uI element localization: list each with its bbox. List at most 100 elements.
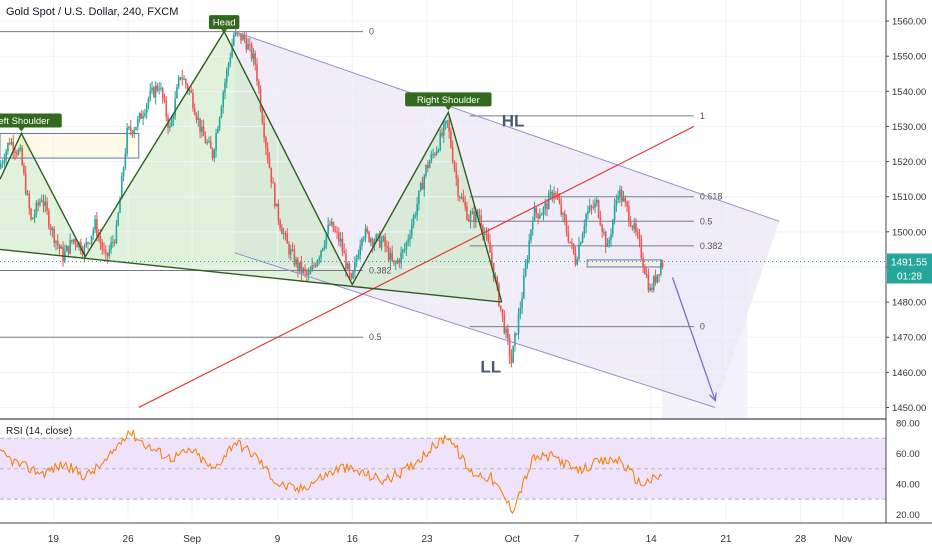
- candle-body: [117, 212, 120, 225]
- candle-body: [428, 161, 431, 169]
- candle-body: [487, 233, 490, 243]
- candle-body: [555, 193, 557, 195]
- candle-body: [604, 231, 607, 247]
- candle-body: [613, 205, 616, 220]
- candle-body: [176, 87, 178, 99]
- candle-body: [378, 233, 381, 248]
- candle-body: [469, 213, 472, 222]
- candle-body: [53, 228, 55, 243]
- candle-body: [455, 169, 458, 179]
- candle-body: [30, 208, 32, 220]
- channel-upper-line: [234, 31, 780, 222]
- candle-body: [549, 191, 552, 194]
- candle-body: [551, 191, 554, 199]
- candle-body: [289, 249, 292, 255]
- candle-body: [443, 124, 445, 136]
- candle-body: [74, 239, 77, 245]
- price-axis-label: 1450.00: [892, 403, 926, 414]
- candle-body: [528, 240, 530, 260]
- candle-body: [341, 238, 344, 251]
- candle-body: [615, 199, 618, 206]
- candle-body: [188, 90, 191, 92]
- candle-body: [309, 270, 312, 274]
- candle-body: [400, 252, 402, 264]
- candle-body: [636, 231, 639, 235]
- candle-body: [106, 253, 109, 257]
- candle-body: [660, 263, 662, 275]
- candle-body: [124, 153, 127, 168]
- price-axis-label: 1510.00: [892, 192, 926, 203]
- candle-body: [172, 116, 175, 120]
- candle-body: [272, 182, 274, 184]
- candle-body: [629, 221, 632, 227]
- channel-lower-line: [234, 252, 716, 408]
- candle-body: [628, 206, 630, 222]
- candle-body: [286, 233, 289, 244]
- pattern-label: Right Shoulder: [405, 92, 492, 111]
- candle-body: [131, 131, 134, 135]
- candle-body: [170, 119, 173, 127]
- candle-body: [368, 231, 370, 242]
- candle-body: [158, 89, 160, 91]
- candle-body: [201, 126, 203, 132]
- fib-level-label: 0.5: [369, 332, 382, 342]
- candle-body: [147, 98, 150, 105]
- candle-body: [215, 133, 217, 151]
- candle-body: [649, 287, 651, 291]
- candle-body: [181, 77, 184, 80]
- rsi-line: [0, 429, 663, 514]
- candle-body: [88, 242, 91, 244]
- candle-body: [430, 154, 433, 162]
- pattern-label-pointer: [221, 29, 228, 34]
- candle-body: [457, 178, 459, 197]
- candle-body: [515, 333, 518, 335]
- candle-body: [40, 200, 43, 202]
- current-price-countdown: 01:28: [897, 272, 922, 283]
- price-axis-label: 1480.00: [892, 298, 926, 309]
- candle-body: [357, 255, 360, 259]
- candle-body: [624, 198, 627, 202]
- candle-body: [0, 164, 2, 169]
- candle-body: [259, 88, 262, 110]
- channel-fill: [234, 31, 780, 408]
- candle-body: [190, 90, 192, 93]
- candle-body: [197, 118, 200, 120]
- candle-body: [46, 201, 48, 211]
- candle-body: [467, 219, 470, 222]
- candle-body: [391, 252, 394, 261]
- candle-body: [482, 225, 484, 234]
- price-axis-label: 1550.00: [892, 52, 926, 63]
- candle-body: [26, 193, 29, 195]
- candle-body: [250, 44, 253, 59]
- candle-body: [622, 198, 625, 202]
- candle-body: [496, 277, 498, 284]
- candle-body: [265, 137, 267, 148]
- candle-body: [571, 242, 573, 244]
- candle-body: [503, 315, 506, 334]
- candle-body: [524, 264, 527, 276]
- red-trendline: [138, 125, 695, 408]
- candle-body: [115, 224, 118, 243]
- candle-body: [316, 260, 319, 267]
- candle-body: [87, 242, 89, 244]
- candle-body: [393, 260, 395, 264]
- candle-body: [537, 213, 539, 219]
- candle-body: [475, 210, 477, 222]
- price-axis-label: 1540.00: [892, 87, 926, 98]
- candle-body: [282, 233, 285, 235]
- candle-body: [576, 259, 579, 265]
- fib-level-label: 0: [700, 322, 705, 332]
- candle-body: [23, 165, 25, 173]
- candle-body: [510, 356, 513, 363]
- fib-level-label: 0.618: [700, 192, 723, 202]
- candle-body: [202, 126, 205, 137]
- candle-body: [120, 176, 123, 199]
- candle-body: [592, 206, 595, 208]
- candle-body: [597, 200, 600, 218]
- candle-body: [350, 273, 353, 279]
- candle-body: [279, 220, 281, 228]
- candle-body: [642, 257, 644, 267]
- candle-body: [313, 265, 315, 267]
- candle-body: [185, 79, 187, 85]
